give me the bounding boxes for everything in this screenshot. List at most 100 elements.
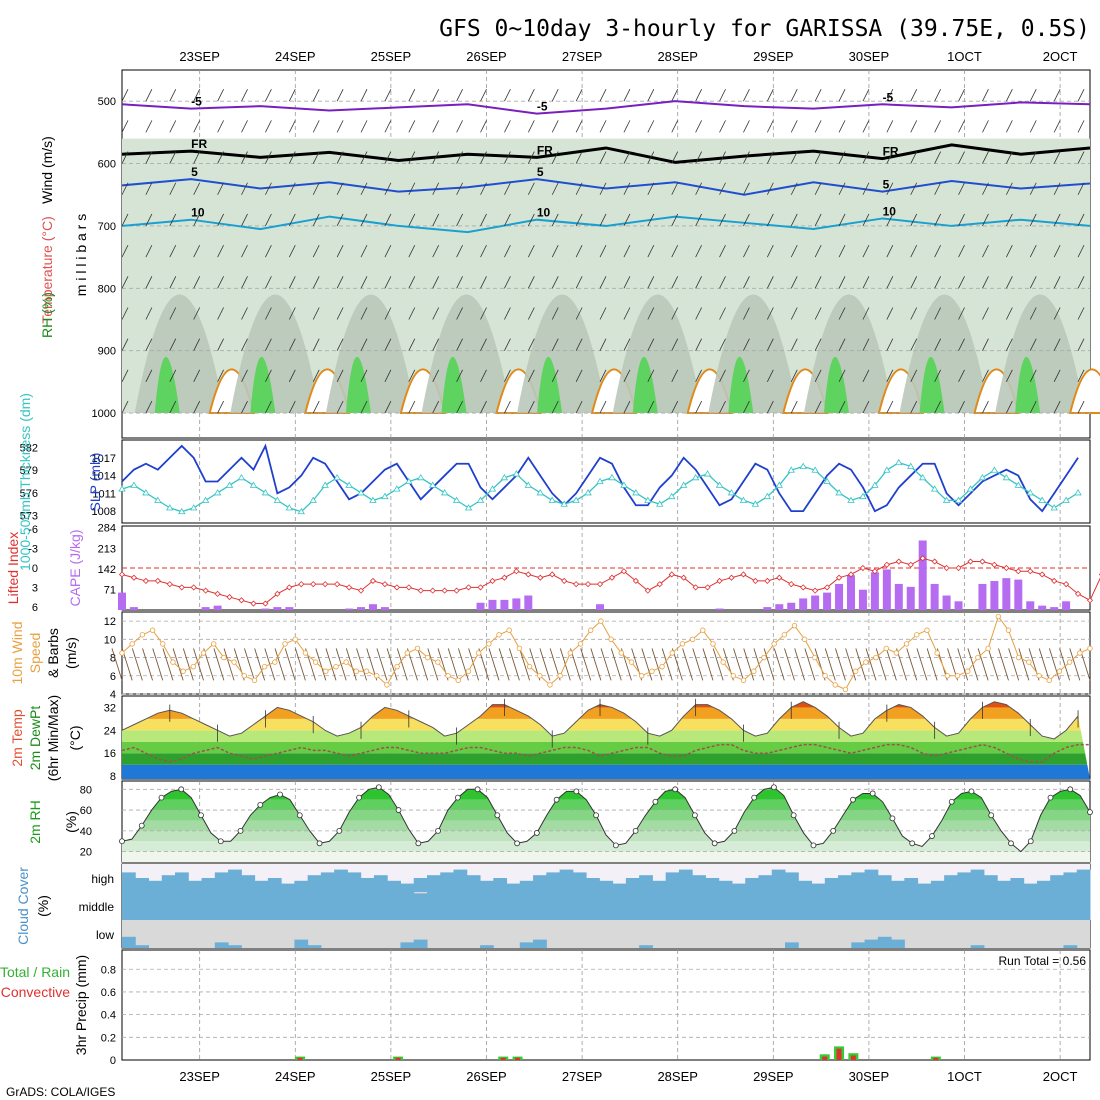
cloud-bar	[824, 892, 839, 920]
wind-barb	[623, 338, 631, 351]
wind-barb	[695, 307, 702, 320]
cloud-bar	[997, 892, 1011, 920]
cloud-bar	[612, 883, 627, 892]
wind-barb	[265, 307, 272, 320]
wind-barb	[504, 89, 511, 102]
cloud-bar	[1036, 892, 1051, 920]
wind-barb	[1077, 307, 1085, 320]
wind-barb	[121, 307, 129, 320]
wind-barb	[790, 369, 798, 383]
wind-barb	[1077, 213, 1085, 227]
wind-speed-marker	[1056, 668, 1063, 674]
wind-barb	[384, 276, 392, 289]
wind-barb	[784, 648, 795, 681]
wind-barb	[551, 213, 559, 227]
cloud-bar	[745, 878, 759, 892]
wind-tick: 12	[104, 616, 116, 628]
cloud-bar	[917, 892, 932, 920]
slp-tick: 1008	[92, 506, 116, 518]
wind-barb	[575, 89, 583, 102]
wind-barb	[575, 400, 583, 414]
wind-barb	[336, 307, 344, 320]
wind-barb	[1005, 89, 1013, 102]
wind-barb	[1038, 648, 1050, 681]
wind-barb	[288, 151, 296, 164]
slp-line	[121, 443, 1079, 513]
wind-barb	[814, 276, 822, 289]
wind-barb	[790, 244, 798, 258]
rh-high-column	[441, 356, 467, 414]
cloud-level-label: high	[91, 872, 114, 886]
thickness-tick: 576	[20, 488, 38, 500]
wind-barb	[692, 648, 704, 681]
wind-barb	[910, 213, 918, 227]
wind-barb	[288, 307, 296, 320]
wind-speed-marker	[679, 641, 686, 647]
li-marker	[991, 561, 998, 568]
li-marker	[501, 574, 508, 581]
thickness-marker	[787, 466, 795, 473]
wind-speed-marker	[577, 641, 584, 647]
wind-speed-marker	[455, 677, 461, 684]
rh-high-column	[632, 356, 658, 414]
cloud-bar	[904, 892, 919, 920]
wind-barb	[610, 648, 622, 681]
li-marker	[812, 587, 819, 594]
top-date-label: 28SEP	[657, 49, 697, 64]
wind-barb	[766, 307, 774, 320]
wind-barb	[599, 244, 607, 258]
temp-axis-label-1: 2m Temp	[9, 709, 25, 767]
cloud-bar	[930, 880, 945, 892]
li-marker	[955, 564, 962, 572]
wind-barb	[719, 213, 726, 227]
wind-barb	[599, 182, 607, 195]
li-tick: 0	[32, 563, 38, 575]
wind-barb	[766, 244, 774, 258]
wind-barb	[647, 400, 655, 414]
wind-barb	[982, 338, 989, 351]
li-marker	[1039, 571, 1046, 578]
wind-barb	[312, 120, 320, 133]
wind-barb	[599, 213, 607, 227]
thickness-marker	[393, 485, 401, 492]
li-marker	[692, 584, 699, 591]
cloud-bar	[639, 892, 653, 920]
wind-panel: 4 6 8 10 12 10m Wind Speed & Barbs (m/s)	[9, 611, 1093, 701]
wind-barb	[886, 151, 894, 164]
thickness-marker	[512, 470, 521, 477]
wind-barb	[719, 182, 726, 195]
wind-barb	[384, 89, 392, 102]
cloud-bar	[294, 892, 309, 920]
cloud-bar	[1036, 880, 1051, 892]
wind-barb	[288, 338, 296, 351]
cloud-bar	[135, 878, 150, 892]
cape-bar	[345, 608, 354, 610]
wind-barb	[539, 648, 551, 681]
wind-barb	[217, 307, 224, 320]
wind-barb	[1029, 89, 1037, 102]
wind-barb	[958, 307, 965, 320]
wind-speed-marker	[333, 663, 339, 670]
wind-barb	[982, 151, 989, 164]
rh-moist-column	[612, 294, 703, 414]
wind-barb	[1005, 213, 1013, 227]
wind-barb	[934, 120, 941, 133]
rh-marker	[889, 815, 896, 822]
wind-barb	[142, 648, 153, 681]
top-date-label: 29SEP	[753, 49, 793, 64]
wind-barb	[814, 213, 822, 227]
wind-barb	[719, 89, 726, 102]
cape-bar	[1002, 578, 1011, 610]
cloud-bar	[904, 878, 919, 892]
wind-speed-marker	[588, 627, 594, 633]
rh-high-column	[345, 356, 371, 414]
thickness-marker	[990, 466, 999, 473]
wind-barb	[265, 276, 272, 289]
wind-barb	[356, 648, 367, 681]
cloud-bar	[1050, 875, 1064, 892]
warm-isotherm-dome	[1068, 368, 1100, 415]
cloud-bar	[188, 880, 203, 892]
cape-bar	[596, 604, 605, 610]
li-marker	[1015, 568, 1022, 575]
wind-barb	[336, 213, 344, 227]
